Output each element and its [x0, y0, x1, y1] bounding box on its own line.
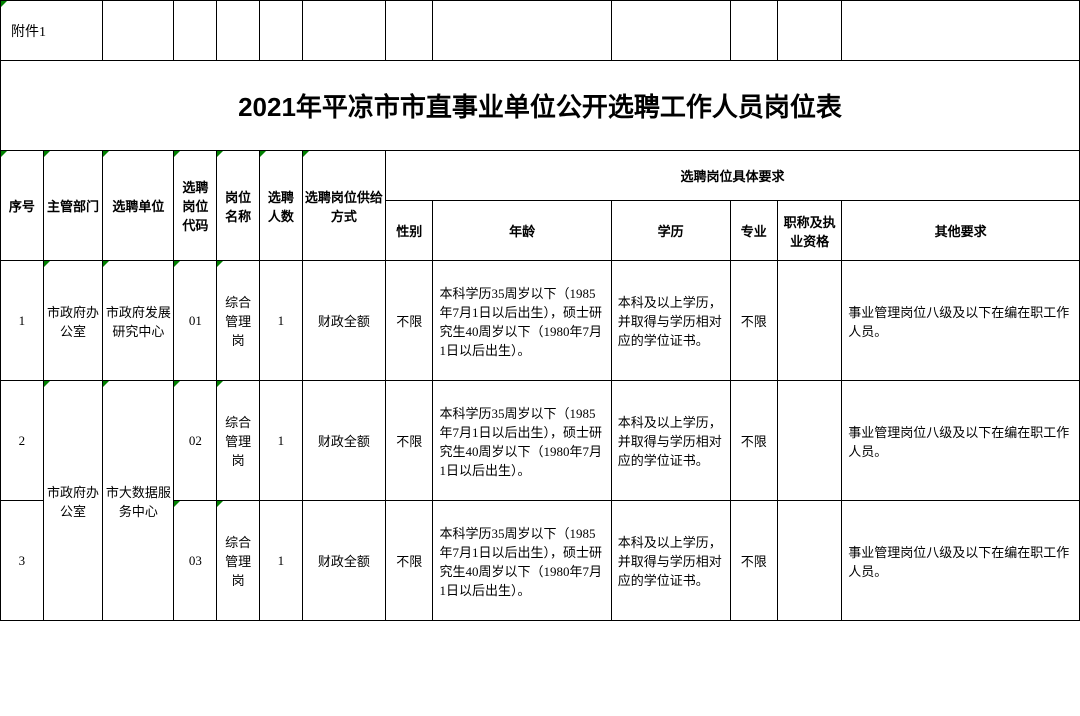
empty-cell [730, 1, 778, 61]
cell-unit: 市大数据服务中心 [103, 381, 174, 621]
cell-gender: 不限 [385, 381, 433, 501]
cell-gender: 不限 [385, 261, 433, 381]
header-req-group: 选聘岗位具体要求 [385, 151, 1079, 201]
empty-cell [433, 1, 611, 61]
header-postname: 岗位名称 [217, 151, 260, 261]
empty-cell [302, 1, 385, 61]
cell-age: 本科学历35周岁以下（1985年7月1日以后出生），硕士研究生40周岁以下（19… [433, 261, 611, 381]
empty-cell [842, 1, 1080, 61]
cell-major: 不限 [730, 261, 778, 381]
cell-other: 事业管理岗位八级及以下在编在职工作人员。 [842, 501, 1080, 621]
table-row: 2 市政府办公室 市大数据服务中心 02 综合管理岗 1 财政全额 不限 本科学… [1, 381, 1080, 501]
cell-seq: 2 [1, 381, 44, 501]
empty-cell [174, 1, 217, 61]
header-age: 年龄 [433, 201, 611, 261]
header-dept: 主管部门 [43, 151, 102, 261]
empty-cell [778, 1, 842, 61]
cell-supply: 财政全额 [302, 381, 385, 501]
cell-postname: 综合管理岗 [217, 381, 260, 501]
empty-cell [103, 1, 174, 61]
empty-cell [260, 1, 303, 61]
cell-cert [778, 261, 842, 381]
cell-seq: 1 [1, 261, 44, 381]
table-row: 1 市政府办公室 市政府发展研究中心 01 综合管理岗 1 财政全额 不限 本科… [1, 261, 1080, 381]
cell-cert [778, 501, 842, 621]
cell-supply: 财政全额 [302, 261, 385, 381]
cell-dept: 市政府办公室 [43, 261, 102, 381]
cell-age: 本科学历35周岁以下（1985年7月1日以后出生），硕士研究生40周岁以下（19… [433, 501, 611, 621]
header-other: 其他要求 [842, 201, 1080, 261]
cell-dept: 市政府办公室 [43, 381, 102, 621]
document-page: 附件1 2021年平凉市市直事业单位公开选聘工作人员岗位表 序号 主管部门 选聘… [0, 0, 1080, 621]
cell-education: 本科及以上学历，并取得与学历相对应的学位证书。 [611, 381, 730, 501]
cell-postname: 综合管理岗 [217, 501, 260, 621]
cell-other: 事业管理岗位八级及以下在编在职工作人员。 [842, 381, 1080, 501]
cell-major: 不限 [730, 381, 778, 501]
cell-supply: 财政全额 [302, 501, 385, 621]
header-seq: 序号 [1, 151, 44, 261]
header-supply: 选聘岗位供给方式 [302, 151, 385, 261]
cell-code: 02 [174, 381, 217, 501]
header-education: 学历 [611, 201, 730, 261]
empty-cell [385, 1, 433, 61]
cell-cert [778, 381, 842, 501]
header-gender: 性别 [385, 201, 433, 261]
cell-code: 01 [174, 261, 217, 381]
empty-cell [217, 1, 260, 61]
cell-postname: 综合管理岗 [217, 261, 260, 381]
attachment-label: 附件1 [1, 1, 103, 61]
position-table: 附件1 2021年平凉市市直事业单位公开选聘工作人员岗位表 序号 主管部门 选聘… [0, 0, 1080, 621]
header-code: 选聘岗位代码 [174, 151, 217, 261]
document-title: 2021年平凉市市直事业单位公开选聘工作人员岗位表 [1, 61, 1080, 151]
header-count: 选聘人数 [260, 151, 303, 261]
cell-education: 本科及以上学历，并取得与学历相对应的学位证书。 [611, 261, 730, 381]
attachment-row: 附件1 [1, 1, 1080, 61]
cell-count: 1 [260, 381, 303, 501]
header-major: 专业 [730, 201, 778, 261]
header-cert: 职称及执业资格 [778, 201, 842, 261]
cell-code: 03 [174, 501, 217, 621]
cell-age: 本科学历35周岁以下（1985年7月1日以后出生），硕士研究生40周岁以下（19… [433, 381, 611, 501]
cell-count: 1 [260, 501, 303, 621]
header-unit: 选聘单位 [103, 151, 174, 261]
cell-gender: 不限 [385, 501, 433, 621]
cell-education: 本科及以上学历，并取得与学历相对应的学位证书。 [611, 501, 730, 621]
empty-cell [611, 1, 730, 61]
header-row-1: 序号 主管部门 选聘单位 选聘岗位代码 岗位名称 选聘人数 选聘岗位供给方式 选… [1, 151, 1080, 201]
cell-major: 不限 [730, 501, 778, 621]
cell-seq: 3 [1, 501, 44, 621]
cell-count: 1 [260, 261, 303, 381]
cell-other: 事业管理岗位八级及以下在编在职工作人员。 [842, 261, 1080, 381]
cell-unit: 市政府发展研究中心 [103, 261, 174, 381]
title-row: 2021年平凉市市直事业单位公开选聘工作人员岗位表 [1, 61, 1080, 151]
